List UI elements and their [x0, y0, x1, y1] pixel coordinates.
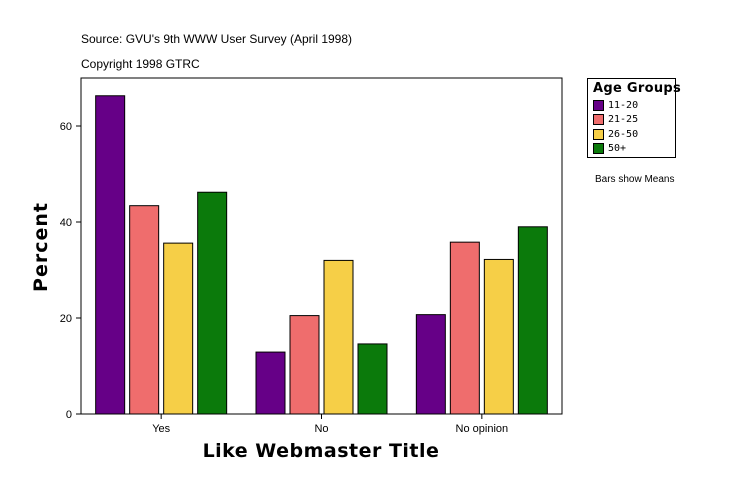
bar-no-opinion-50plus [517, 226, 548, 415]
bars-group [95, 95, 548, 415]
copyright-caption: Copyright 1998 GTRC [81, 57, 200, 71]
bar-yes-26-50 [163, 242, 194, 415]
legend-title: Age Groups [593, 81, 682, 96]
x-tick-label: No opinion [456, 423, 509, 435]
bar-no-50plus [357, 343, 388, 415]
y-tick-label: 40 [60, 217, 72, 229]
legend-label: 50+ [608, 143, 627, 154]
bar-no-opinion-26-50 [483, 258, 514, 415]
source-caption: Source: GVU's 9th WWW User Survey (April… [81, 32, 353, 46]
legend-swatch [593, 114, 604, 125]
legend: Age Groups 11-20 21-25 26-50 50+ [587, 78, 681, 158]
legend-item: 26-50 [593, 128, 638, 140]
x-tick-label: No [314, 423, 328, 435]
y-tick-label: 60 [60, 121, 72, 133]
x-tick-label: Yes [152, 423, 170, 435]
legend-item: 21-25 [593, 114, 638, 126]
y-axis: 0 20 40 60 [60, 121, 81, 421]
legend-item: 11-20 [593, 99, 638, 111]
bar-no-11-20 [255, 351, 286, 415]
means-note: Bars show Means [595, 174, 675, 185]
bar-yes-50plus [197, 191, 228, 415]
x-axis: Yes No No opinion [152, 414, 508, 435]
y-tick-label: 20 [60, 313, 72, 325]
bar-no-opinion-11-20 [415, 314, 446, 415]
legend-swatch [593, 143, 604, 154]
x-axis-label: Like Webmaster Title [203, 440, 440, 462]
bar-no-21-25 [289, 315, 320, 415]
y-axis-label: Percent [30, 202, 52, 292]
bar-yes-11-20 [95, 95, 126, 415]
legend-label: 11-20 [608, 99, 639, 111]
legend-label: 26-50 [608, 128, 639, 140]
bar-yes-21-25 [129, 205, 160, 415]
legend-item: 50+ [593, 143, 626, 155]
bar-no-opinion-21-25 [449, 241, 480, 415]
legend-swatch [593, 99, 604, 111]
bar-no-26-50 [323, 259, 354, 415]
legend-label: 21-25 [608, 114, 639, 125]
y-tick-label: 0 [66, 409, 72, 421]
legend-swatch [593, 128, 604, 140]
